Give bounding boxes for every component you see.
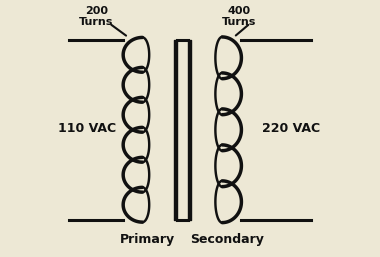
Polygon shape bbox=[222, 109, 241, 151]
Polygon shape bbox=[123, 157, 142, 192]
Polygon shape bbox=[123, 97, 142, 132]
Polygon shape bbox=[222, 37, 241, 79]
Polygon shape bbox=[123, 67, 142, 102]
Polygon shape bbox=[222, 73, 241, 115]
Polygon shape bbox=[123, 38, 142, 72]
Polygon shape bbox=[222, 181, 241, 223]
Text: 110 VAC: 110 VAC bbox=[58, 122, 116, 135]
Polygon shape bbox=[123, 187, 142, 222]
Text: Primary: Primary bbox=[120, 233, 175, 246]
Text: 220 VAC: 220 VAC bbox=[263, 122, 321, 135]
Polygon shape bbox=[222, 145, 241, 187]
Polygon shape bbox=[123, 127, 142, 162]
Text: 400
Turns: 400 Turns bbox=[222, 6, 256, 27]
Text: 200
Turns: 200 Turns bbox=[79, 6, 113, 27]
Text: Secondary: Secondary bbox=[190, 233, 264, 246]
